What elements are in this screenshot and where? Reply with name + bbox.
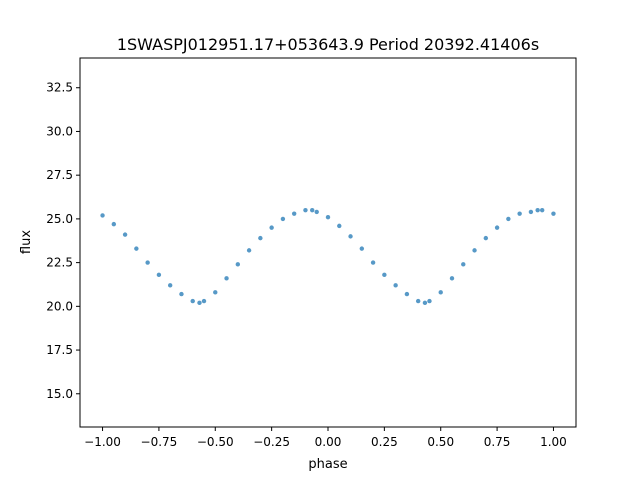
y-tick-label: 27.5 <box>46 168 73 182</box>
data-point <box>551 211 556 216</box>
data-point <box>348 234 353 239</box>
x-axis: −1.00 −0.75 −0.50 −0.25 0.00 0.25 0.50 0.75 1.00 <box>84 427 567 449</box>
x-tick-label: 0.75 <box>484 435 511 449</box>
data-point <box>134 246 139 251</box>
data-point <box>156 272 162 278</box>
data-point <box>258 235 263 241</box>
data-point <box>280 216 286 222</box>
data-point <box>494 225 500 230</box>
data-point <box>145 260 150 265</box>
data-point <box>422 300 428 306</box>
data-point <box>197 300 202 306</box>
x-tick-label: −0.50 <box>197 435 234 449</box>
data-point <box>291 211 297 216</box>
x-tick-label: 1.00 <box>540 435 567 449</box>
data-point <box>325 214 331 220</box>
x-tick-label: −1.00 <box>84 435 121 449</box>
chart-title: 1SWASPJ012951.17+053643.9 Period 20392.4… <box>117 35 539 54</box>
y-tick-label: 17.5 <box>46 343 73 357</box>
data-point <box>100 213 105 218</box>
data-point <box>190 298 195 304</box>
scatter-points <box>100 207 556 306</box>
data-point <box>370 260 376 265</box>
data-point <box>359 246 365 251</box>
x-tick-label: −0.75 <box>141 435 178 449</box>
data-point <box>427 298 432 304</box>
y-tick-label: 32.5 <box>46 81 73 95</box>
data-point <box>235 262 241 267</box>
data-point <box>201 298 207 304</box>
data-point <box>224 276 229 281</box>
data-point <box>461 262 466 267</box>
data-point <box>303 207 308 213</box>
data-point <box>517 211 522 216</box>
data-point <box>449 276 455 281</box>
data-point <box>506 216 511 222</box>
data-point <box>167 283 173 288</box>
data-point <box>393 283 398 288</box>
y-axis: 15.0 17.5 20.0 22.5 25.0 27.5 30.0 32.5 <box>46 81 80 401</box>
data-point <box>337 223 342 229</box>
data-point <box>483 235 489 241</box>
data-point <box>314 209 319 215</box>
data-point <box>535 207 540 213</box>
data-point <box>539 207 545 213</box>
data-point <box>246 248 252 253</box>
data-point <box>404 291 410 297</box>
data-point <box>528 209 534 215</box>
x-tick-label: 0.50 <box>427 435 454 449</box>
y-tick-label: 30.0 <box>46 124 73 138</box>
data-point <box>111 221 117 227</box>
data-point <box>179 291 184 297</box>
data-point <box>122 232 128 237</box>
x-axis-label: phase <box>308 457 347 472</box>
data-point <box>415 298 421 304</box>
data-point <box>269 225 274 230</box>
data-point <box>472 248 477 253</box>
data-point <box>438 290 443 295</box>
data-point <box>213 290 218 295</box>
data-point <box>382 272 387 278</box>
x-tick-label: 0.25 <box>371 435 398 449</box>
y-tick-label: 15.0 <box>46 387 73 401</box>
data-point <box>310 207 315 213</box>
y-tick-label: 20.0 <box>46 299 73 313</box>
x-tick-label: −0.25 <box>253 435 290 449</box>
y-axis-label: flux <box>19 230 34 254</box>
x-tick-label: 0.00 <box>315 435 342 449</box>
y-tick-label: 22.5 <box>46 256 73 270</box>
y-tick-label: 25.0 <box>46 212 73 226</box>
